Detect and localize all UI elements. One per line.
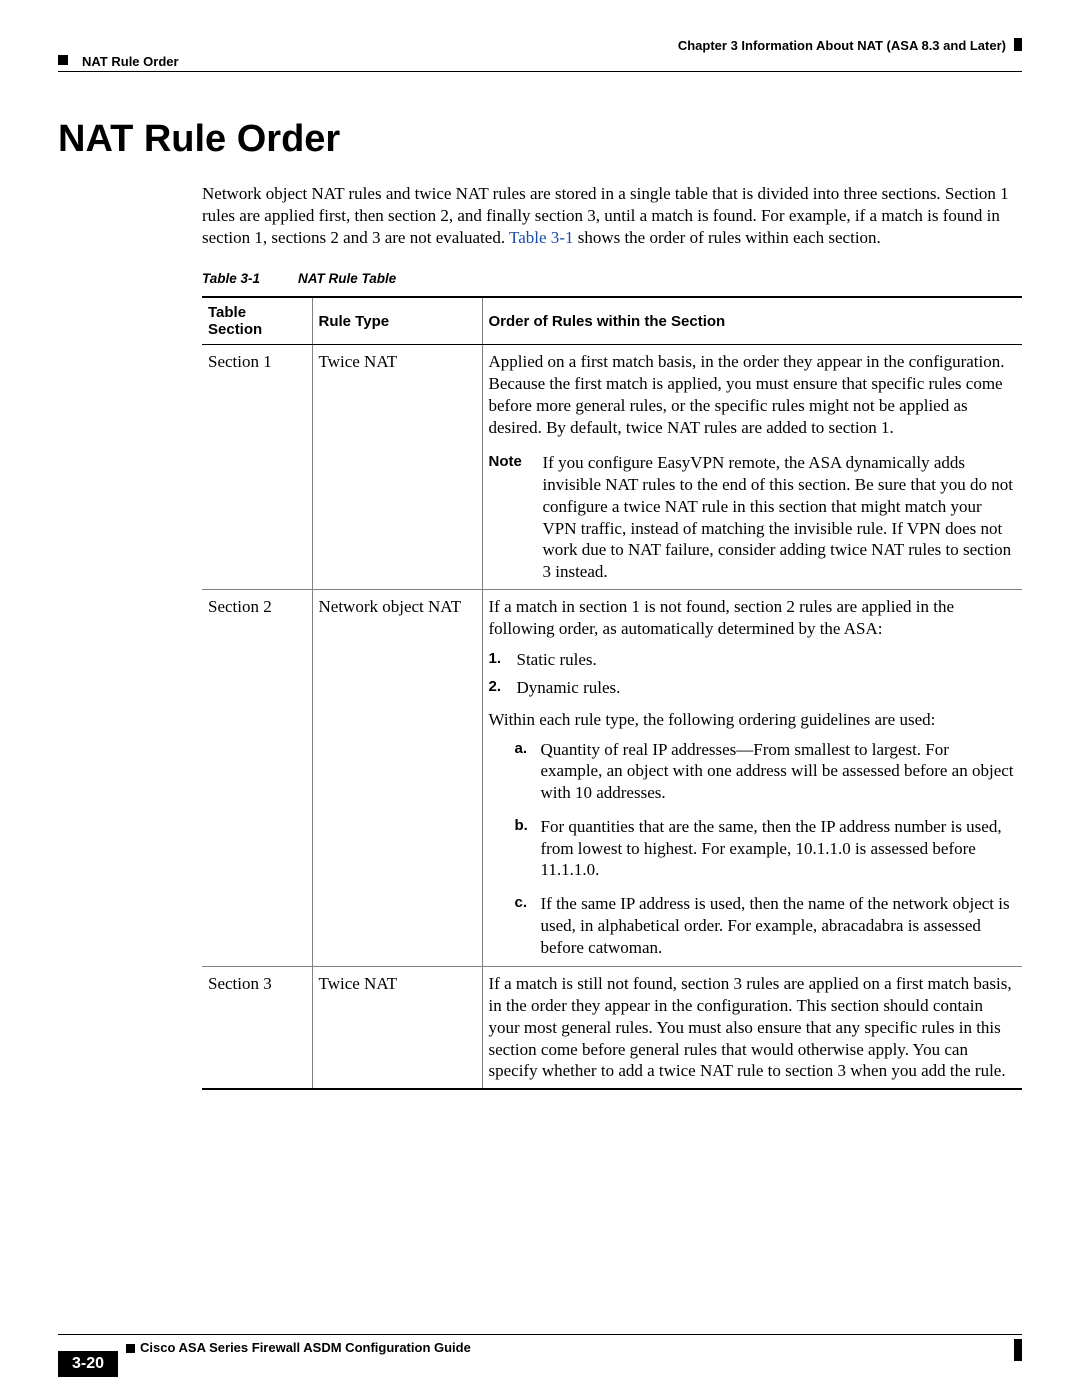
col-header-section: Table Section [202,297,312,345]
table-name: NAT Rule Table [298,271,396,286]
header-rule [58,71,1022,72]
list-item: 1.Static rules. [489,649,1015,671]
cell-order: If a match is still not found, section 3… [482,967,1022,1089]
ordered-list: 1.Static rules. 2.Dynamic rules. [489,649,1015,699]
col-header-type: Rule Type [312,297,482,345]
table-caption: Table 3-1 NAT Rule Table [202,271,1022,286]
page-title: NAT Rule Order [58,118,1022,161]
list-letter: c. [515,893,541,958]
cell-order: Applied on a first match basis, in the o… [482,345,1022,590]
list-letter: a. [515,739,541,804]
list-item: a.Quantity of real IP addresses—From sma… [515,739,1015,804]
cell-body: Applied on a first match basis, in the o… [489,351,1015,438]
footer-rule [58,1334,1022,1335]
cell-section: Section 1 [202,345,312,590]
footer-right-marker [1014,1339,1022,1361]
header-left-marker [58,55,68,65]
list-text: If the same IP address is used, then the… [541,893,1015,958]
note-body: If you configure EasyVPN remote, the ASA… [543,452,1015,583]
page-number: 3-20 [58,1351,118,1377]
list-text: Static rules. [517,649,597,671]
cell-body-2: Within each rule type, the following ord… [489,709,1015,731]
note-block: Note If you configure EasyVPN remote, th… [489,452,1015,583]
list-letter: b. [515,816,541,881]
footer-book-title: Cisco ASA Series Firewall ASDM Configura… [140,1340,471,1355]
header-right-marker [1014,38,1022,51]
list-item: b.For quantities that are the same, then… [515,816,1015,881]
table-header-row: Table Section Rule Type Order of Rules w… [202,297,1022,345]
cell-section: Section 3 [202,967,312,1089]
list-item: 2.Dynamic rules. [489,677,1015,699]
list-num: 1. [489,649,517,671]
col-header-order: Order of Rules within the Section [482,297,1022,345]
intro-paragraph: Network object NAT rules and twice NAT r… [202,183,1022,249]
table-row: Section 3 Twice NAT If a match is still … [202,967,1022,1089]
document-page: Chapter 3 Information About NAT (ASA 8.3… [0,0,1080,1397]
footer-marker [126,1344,135,1353]
cell-type: Network object NAT [312,589,482,967]
nat-rule-table: Table Section Rule Type Order of Rules w… [202,296,1022,1090]
sub-list: a.Quantity of real IP addresses—From sma… [515,739,1015,959]
cell-order: If a match in section 1 is not found, se… [482,589,1022,967]
cell-section: Section 2 [202,589,312,967]
list-num: 2. [489,677,517,699]
cell-body: If a match in section 1 is not found, se… [489,596,1015,640]
cell-type: Twice NAT [312,967,482,1089]
table-number: Table 3-1 [202,271,260,286]
content-area: NAT Rule Order Network object NAT rules … [58,118,1022,1090]
table-row: Section 1 Twice NAT Applied on a first m… [202,345,1022,590]
list-item: c.If the same IP address is used, then t… [515,893,1015,958]
header-chapter: Chapter 3 Information About NAT (ASA 8.3… [678,38,1006,53]
intro-text-b: shows the order of rules within each sec… [573,228,880,247]
header-section: NAT Rule Order [82,54,179,69]
table-cross-reference[interactable]: Table 3-1 [509,228,573,247]
list-text: Quantity of real IP addresses—From small… [541,739,1015,804]
table-row: Section 2 Network object NAT If a match … [202,589,1022,967]
list-text: For quantities that are the same, then t… [541,816,1015,881]
cell-type: Twice NAT [312,345,482,590]
list-text: Dynamic rules. [517,677,621,699]
cell-body: If a match is still not found, section 3… [489,973,1015,1082]
note-label: Note [489,452,543,583]
